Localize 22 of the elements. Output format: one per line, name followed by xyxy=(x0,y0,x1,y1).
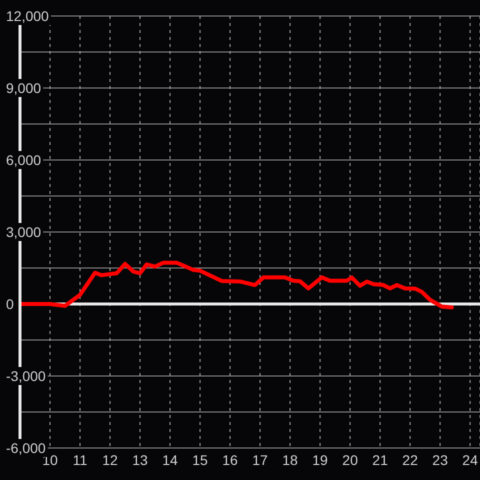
line-series xyxy=(20,260,454,310)
x-tick-label: 17 xyxy=(252,452,268,468)
x-tick-label: 13 xyxy=(132,452,148,468)
y-tick-label: 6,000 xyxy=(6,152,42,168)
x-tick-label: 18 xyxy=(282,452,298,468)
x-tick-label: 12 xyxy=(102,452,118,468)
x-tick-label: 14 xyxy=(162,452,178,468)
x-tick-label: 11 xyxy=(72,452,88,468)
x-tick-label: 15 xyxy=(192,452,208,468)
y-tick-label: 0 xyxy=(6,296,14,312)
y-tick-label: 3,000 xyxy=(6,224,42,240)
x-tick-label: 23 xyxy=(432,452,448,468)
x-tick-label: 19 xyxy=(312,452,328,468)
x-tick-label: 20 xyxy=(342,452,358,468)
y-tick-label: -6,000 xyxy=(6,440,46,456)
x-tick-label: 22 xyxy=(402,452,418,468)
y-tick-label: 12,000 xyxy=(6,8,50,24)
x-tick-label: 24 xyxy=(462,452,478,468)
x-tick-label: 21 xyxy=(372,452,388,468)
y-tick-label: 9,000 xyxy=(6,80,42,96)
x-tick-label: 16 xyxy=(222,452,238,468)
y-tick-label: -3,000 xyxy=(6,368,46,384)
